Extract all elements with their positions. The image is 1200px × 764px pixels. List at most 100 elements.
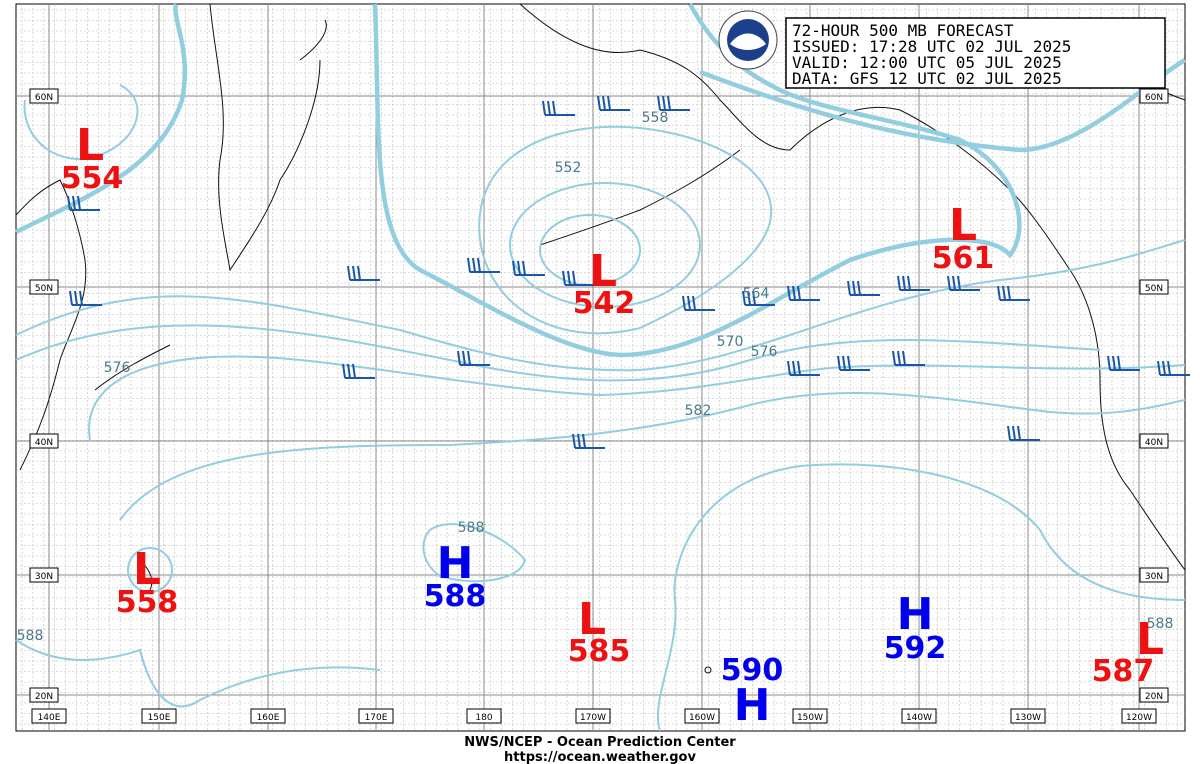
barb-feather — [602, 95, 606, 111]
barb-feather — [692, 295, 696, 311]
barb-feather — [797, 360, 801, 376]
center-symbol: H — [437, 538, 474, 589]
lon-label-box — [31, 708, 67, 724]
barb-feather — [787, 360, 791, 376]
contour — [23, 84, 139, 160]
center-value: 542 — [573, 286, 636, 321]
contour-label: 576 — [104, 360, 131, 376]
lat-label: 40N — [35, 438, 53, 448]
barb-feather — [897, 275, 901, 291]
footer-line: https://ocean.weather.gov — [504, 750, 696, 764]
barb-feather — [847, 280, 851, 296]
lon-label: 130W — [1015, 713, 1041, 723]
wind-barb — [597, 95, 630, 111]
barb-feather — [547, 100, 551, 116]
lat-label-box — [29, 279, 59, 295]
coastline — [539, 149, 741, 246]
center-value: 561 — [932, 241, 995, 276]
contour-label: 570 — [717, 334, 744, 350]
barb-feather — [347, 363, 351, 379]
wind-barb — [342, 363, 375, 379]
wind-barb — [1007, 425, 1040, 441]
contour-label: 564 — [743, 286, 770, 302]
contour — [15, 324, 1101, 382]
barb-feather — [357, 265, 361, 281]
wind-barbs — [67, 95, 1190, 449]
barb-feather — [467, 257, 471, 273]
header-line: ISSUED: 17:28 UTC 02 JUL 2025 — [792, 37, 1071, 56]
lon-label-box — [358, 708, 394, 724]
lon-label: 140W — [906, 713, 932, 723]
barb-feather — [667, 95, 671, 111]
barb-feather — [952, 275, 956, 291]
contour — [372, 2, 1022, 358]
lon-label: 160W — [689, 713, 715, 723]
logo-bird — [730, 33, 766, 50]
barb-feather — [72, 195, 76, 211]
barb-feather — [467, 350, 471, 366]
lat-label: 50N — [35, 284, 53, 294]
center-value: 590 — [721, 653, 784, 688]
barb-feather — [457, 350, 461, 366]
lat-label: 20N — [35, 692, 53, 702]
wind-barb — [837, 355, 870, 371]
lat-label-box — [29, 88, 59, 104]
center-value: 587 — [1092, 654, 1155, 689]
barb-feather — [852, 280, 856, 296]
lon-label: 140E — [38, 713, 61, 723]
contour — [422, 523, 527, 583]
lat-label-box — [29, 433, 59, 449]
wind-barb — [1157, 360, 1190, 376]
barb-feather — [797, 285, 801, 301]
lon-label: 170W — [580, 713, 606, 723]
lat-label: 60N — [35, 93, 53, 103]
barb-feather — [607, 95, 611, 111]
barb-feather — [69, 290, 73, 306]
center-symbol: L — [589, 246, 617, 297]
lon-label: 160E — [257, 713, 280, 723]
wind-barb — [69, 290, 102, 306]
barb-feather — [1162, 360, 1166, 376]
wind-barb — [542, 100, 575, 116]
lon-label-box — [466, 708, 502, 724]
lon-label-box — [684, 708, 720, 724]
barb-feather — [572, 270, 576, 286]
center-value: 554 — [61, 161, 124, 196]
wind-barb — [512, 260, 545, 276]
barb-feather — [857, 280, 861, 296]
center-symbol: H — [897, 589, 934, 640]
lat-label-box — [29, 567, 59, 583]
thick-contours — [14, 2, 1187, 358]
barb-feather — [947, 275, 951, 291]
barb-feather — [582, 433, 586, 449]
barb-feather — [902, 275, 906, 291]
contour — [127, 547, 173, 593]
barb-feather — [347, 265, 351, 281]
barb-feather — [747, 290, 751, 306]
lon-label: 150E — [148, 713, 171, 723]
contour — [656, 463, 1186, 732]
barb-feather — [477, 257, 481, 273]
contour — [88, 355, 1186, 441]
contour — [119, 392, 1186, 521]
lat-label: 30N — [35, 572, 53, 582]
lon-label: 180 — [475, 713, 492, 723]
contour — [509, 182, 701, 308]
wind-barb — [457, 350, 490, 366]
barb-feather — [472, 257, 476, 273]
barb-feather — [517, 260, 521, 276]
wind-barb — [742, 290, 775, 306]
lon-label-box — [141, 708, 177, 724]
barb-feather — [1012, 425, 1016, 441]
wind-barb — [897, 275, 930, 291]
barb-feather — [352, 363, 356, 379]
header-line: DATA: GFS 12 UTC 02 JUL 2025 — [792, 69, 1062, 88]
header-line: VALID: 12:00 UTC 05 JUL 2025 — [792, 53, 1062, 72]
center-symbol: L — [133, 544, 161, 595]
lon-label: 170E — [365, 713, 388, 723]
lon-label-box — [1010, 708, 1046, 724]
barb-feather — [742, 290, 746, 306]
lat-label-box — [1139, 279, 1169, 295]
wind-barb — [787, 360, 820, 376]
